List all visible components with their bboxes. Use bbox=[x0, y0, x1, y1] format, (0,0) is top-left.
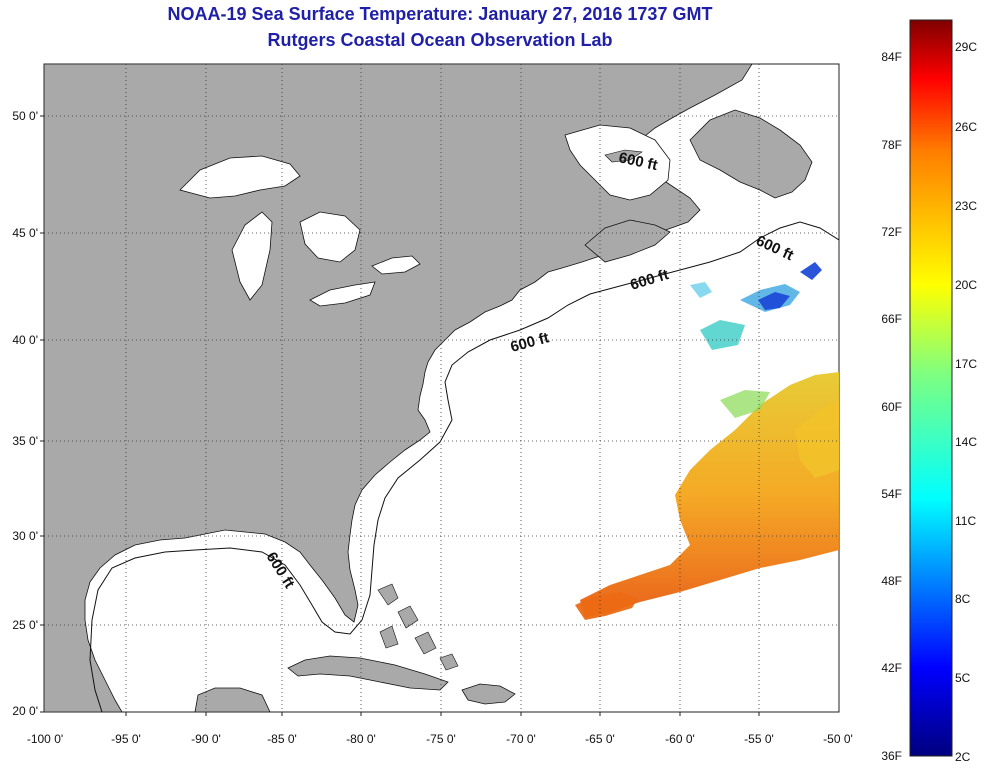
colorbar-c-label: 2C bbox=[955, 750, 971, 764]
north-america-landmass bbox=[44, 64, 753, 712]
newfoundland-landmass bbox=[689, 109, 813, 199]
lon-label: -85 0' bbox=[267, 732, 297, 746]
great-lakes bbox=[179, 155, 421, 307]
graticule bbox=[44, 64, 839, 712]
lon-label: -90 0' bbox=[191, 732, 221, 746]
depth-contour-600ft bbox=[89, 221, 839, 712]
gulf-st-lawrence bbox=[564, 124, 671, 201]
lon-label: -100 0' bbox=[26, 732, 64, 746]
lon-label: -60 0' bbox=[665, 732, 695, 746]
lat-label: 25 0' bbox=[12, 618, 38, 632]
lat-label: 35 0' bbox=[12, 434, 38, 448]
colorbar-c-label: 20C bbox=[955, 278, 978, 292]
colorbar-c-label: 23C bbox=[955, 199, 978, 213]
map-title: NOAA-19 Sea Surface Temperature: January… bbox=[167, 4, 713, 24]
lat-label: 30 0' bbox=[12, 529, 38, 543]
map-subtitle: Rutgers Coastal Ocean Observation Lab bbox=[267, 30, 613, 50]
colorbar bbox=[909, 19, 953, 757]
yucatan-landmass bbox=[194, 687, 271, 712]
lon-label: -80 0' bbox=[346, 732, 376, 746]
colorbar-f-label: 72F bbox=[881, 225, 902, 239]
colorbar-f-label: 78F bbox=[881, 138, 902, 152]
colorbar-c-label: 26C bbox=[955, 120, 978, 134]
colorbar-f-label: 84F bbox=[881, 50, 902, 64]
axis-ticks bbox=[40, 115, 760, 716]
hispaniola-landmass bbox=[461, 683, 516, 705]
lon-label: -95 0' bbox=[111, 732, 141, 746]
colorbar-c-label: 5C bbox=[955, 671, 971, 685]
lon-label: -70 0' bbox=[506, 732, 536, 746]
lat-label: 50 0' bbox=[12, 109, 38, 123]
anticosti-island bbox=[604, 149, 643, 163]
lat-label: 20 0' bbox=[12, 704, 38, 718]
lon-label: -75 0' bbox=[426, 732, 456, 746]
colorbar-f-label: 36F bbox=[881, 749, 902, 763]
colorbar-c-label: 8C bbox=[955, 592, 971, 606]
lon-label: -65 0' bbox=[585, 732, 615, 746]
colorbar-c-label: 29C bbox=[955, 40, 978, 54]
lat-label: 40 0' bbox=[12, 333, 38, 347]
cuba-landmass bbox=[287, 655, 449, 691]
colorbar-f-label: 42F bbox=[881, 661, 902, 675]
colorbar-f-label: 48F bbox=[881, 574, 902, 588]
colorbar-f-label: 60F bbox=[881, 400, 902, 414]
lon-label: -55 0' bbox=[744, 732, 774, 746]
bahamas-islands bbox=[377, 583, 459, 671]
colorbar-f-label: 54F bbox=[881, 487, 902, 501]
colorbar-c-label: 11C bbox=[955, 514, 977, 528]
lon-label: -50 0' bbox=[823, 732, 853, 746]
colorbar-c-label: 14C bbox=[955, 435, 978, 449]
sst-data-overlay bbox=[575, 262, 839, 620]
colorbar-f-label: 66F bbox=[881, 312, 902, 326]
lat-label: 45 0' bbox=[12, 226, 38, 240]
nova-scotia-landmass bbox=[584, 219, 671, 263]
colorbar-c-label: 17C bbox=[955, 357, 978, 371]
